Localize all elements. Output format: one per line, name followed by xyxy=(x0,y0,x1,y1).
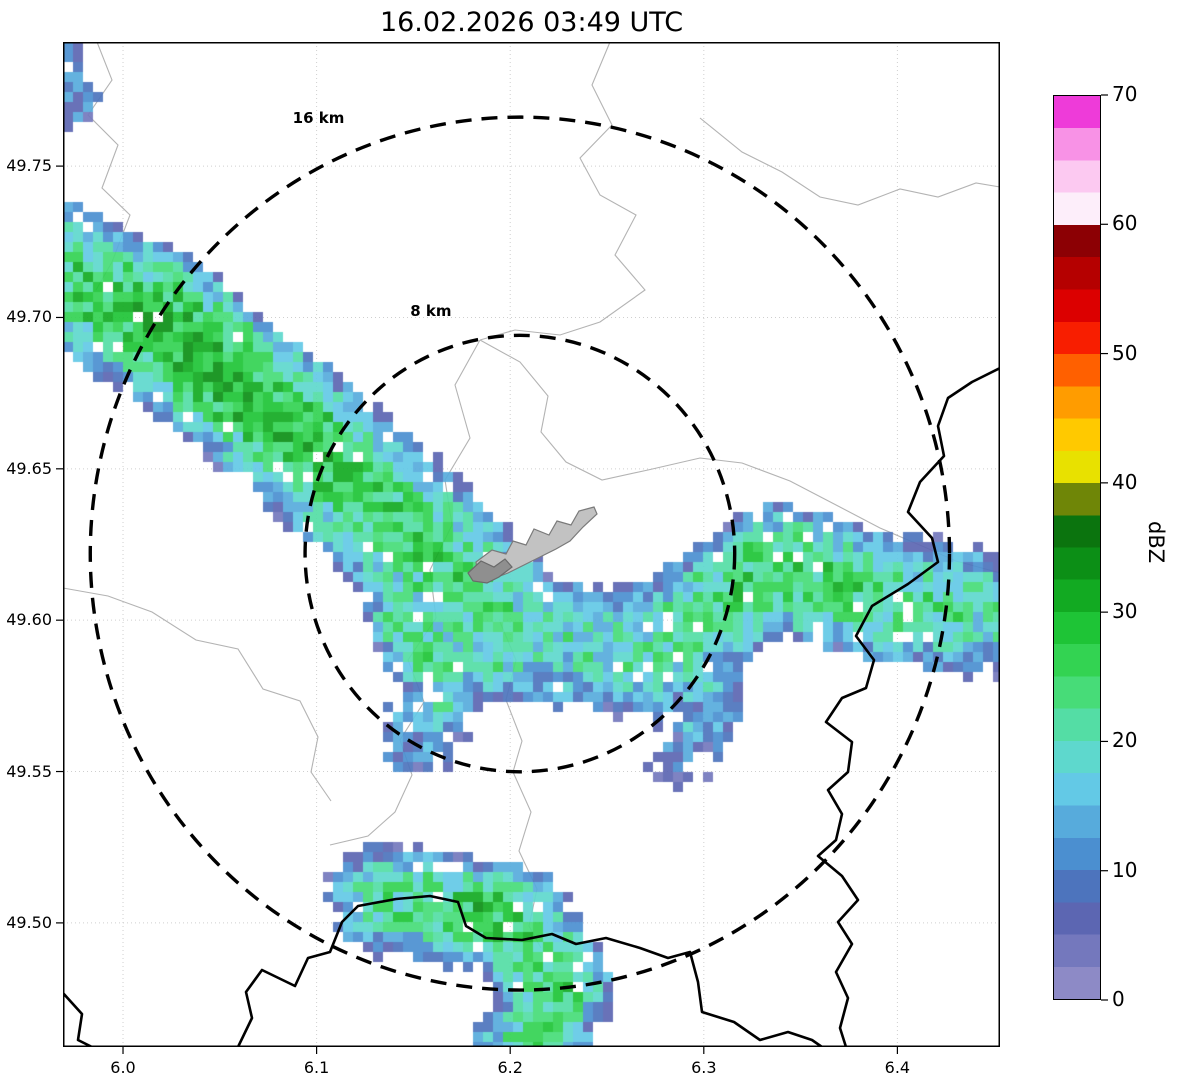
map-plot-area xyxy=(63,42,1000,1047)
colorbar-tick-label: 20 xyxy=(1112,728,1138,753)
colorbar-label: dBZ xyxy=(1144,521,1168,564)
y-tick-label: 49.60 xyxy=(6,610,52,630)
country-border-line xyxy=(236,894,823,1047)
x-tick-label: 6.4 xyxy=(884,1058,911,1077)
colorbar-tick-label: 30 xyxy=(1112,599,1138,624)
range-ring-label-16km: 16 km xyxy=(292,108,345,127)
colorbar-tick-label: 0 xyxy=(1112,987,1125,1011)
y-tick-label: 49.70 xyxy=(6,307,52,327)
y-tick-label: 49.65 xyxy=(6,458,52,478)
colorbar xyxy=(1053,95,1101,1000)
x-tick-label: 6.2 xyxy=(497,1058,523,1077)
y-tick-label: 49.50 xyxy=(6,912,52,932)
colorbar-tick-label: 40 xyxy=(1112,469,1138,494)
country-border-line xyxy=(63,992,93,1047)
x-tick-label: 6.0 xyxy=(110,1058,136,1077)
range-ring-label-8km: 8 km xyxy=(410,302,452,321)
range-ring-16km xyxy=(88,115,952,992)
y-tick-label: 49.55 xyxy=(6,761,52,781)
x-tick-label: 6.3 xyxy=(691,1058,717,1077)
city-area-polygon xyxy=(467,558,513,584)
plot-frame xyxy=(63,42,1000,1047)
colorbar-tick-label: 60 xyxy=(1112,211,1138,236)
map-overlay-borders-city-range-rings xyxy=(63,42,1000,1047)
range-ring-8km xyxy=(303,333,737,774)
figure-title: 16.02.2026 03:49 UTC xyxy=(379,7,684,38)
x-tick-label: 6.1 xyxy=(303,1058,330,1077)
colorbar-tick-label: 10 xyxy=(1112,857,1138,882)
colorbar-tick-label: 70 xyxy=(1112,82,1138,106)
colorbar-tick-label: 50 xyxy=(1112,340,1138,365)
y-tick-label: 49.75 xyxy=(6,156,52,176)
country-border-line xyxy=(816,366,1000,1047)
